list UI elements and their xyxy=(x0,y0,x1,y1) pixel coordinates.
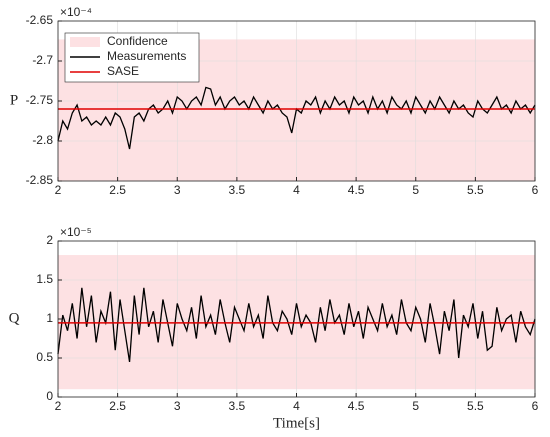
x-tick-label: 6 xyxy=(532,183,539,197)
x-tick-label: 5.5 xyxy=(467,399,484,413)
y-tick-label: 0.5 xyxy=(36,350,53,364)
y-axis-label: Q xyxy=(9,310,20,326)
x-tick-label: 5 xyxy=(412,183,419,197)
x-tick-label: 3.5 xyxy=(229,183,246,197)
x-tick-label: 5 xyxy=(412,399,419,413)
x-tick-label: 4 xyxy=(293,399,300,413)
y-axis-label: P xyxy=(10,92,18,108)
y-tick-label: -2.85 xyxy=(26,173,54,187)
legend-label: SASE xyxy=(107,64,139,78)
x-tick-label: 4.5 xyxy=(348,183,365,197)
legend-label: Measurements xyxy=(107,49,186,63)
x-tick-label: 2 xyxy=(55,399,62,413)
measurement-line xyxy=(57,287,536,362)
legend-label: Confidence xyxy=(107,34,168,48)
y-tick-label: 1.5 xyxy=(36,272,53,286)
y-tick-label: -2.7 xyxy=(32,53,53,67)
x-tick-label: 2 xyxy=(55,183,62,197)
x-tick-label: 4 xyxy=(293,183,300,197)
x-tick-label: 4.5 xyxy=(348,399,365,413)
y-exponent: ×10⁻⁵ xyxy=(60,225,92,239)
y-tick-label: 2 xyxy=(46,233,53,247)
x-tick-label: 2.5 xyxy=(109,183,126,197)
y-tick-label: -2.75 xyxy=(26,93,54,107)
x-tick-label: 5.5 xyxy=(467,183,484,197)
x-tick-label: 2.5 xyxy=(109,399,126,413)
legend-swatch xyxy=(70,37,100,47)
y-tick-label: -2.8 xyxy=(32,133,53,147)
x-axis-label: Time[s] xyxy=(273,415,320,431)
x-tick-label: 6 xyxy=(532,399,539,413)
x-tick-label: 3.5 xyxy=(229,399,246,413)
x-tick-label: 3 xyxy=(174,399,181,413)
x-tick-label: 3 xyxy=(174,183,181,197)
y-tick-label: 0 xyxy=(46,389,53,403)
y-tick-label: 1 xyxy=(46,311,53,325)
y-tick-label: -2.65 xyxy=(26,13,54,27)
y-exponent: ×10⁻⁴ xyxy=(60,5,92,19)
